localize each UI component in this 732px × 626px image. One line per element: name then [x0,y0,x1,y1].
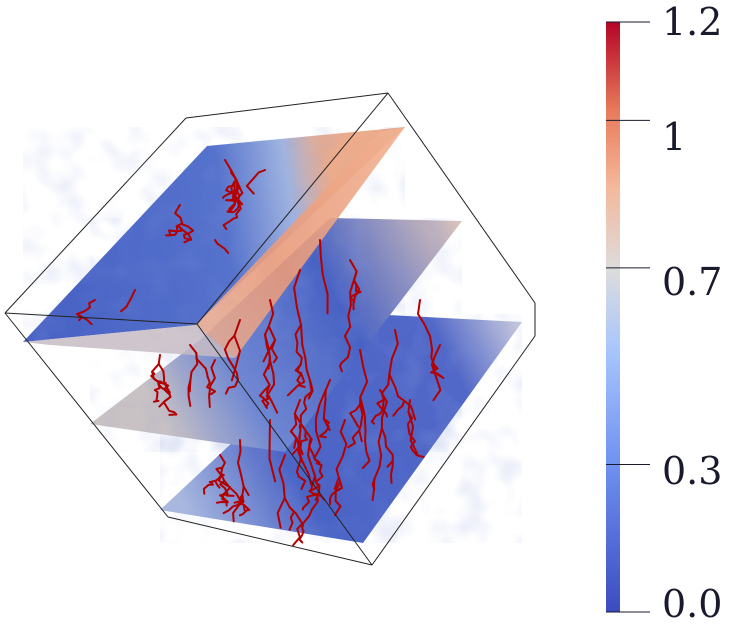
root-segment [230,319,241,382]
root-segment [214,239,230,254]
root-segment [245,169,266,195]
colorbar-tick-label-5: 0.0 [662,582,723,626]
root-segment [293,269,304,346]
root-segment [173,222,184,233]
root-segment [370,408,384,425]
colorbar [606,21,650,613]
root-segment [208,473,225,484]
root-segment [276,454,286,529]
root-segment [376,398,389,418]
root-segment [222,207,242,230]
root-segment [294,323,303,372]
root-segment [237,192,244,210]
root-segment [394,387,417,421]
root-segment [361,429,371,469]
root-segment [219,493,228,507]
root-segment [407,399,419,456]
colorbar-tick-label-1: 1.2 [662,0,723,44]
root-segment [289,412,298,449]
root-segment [298,390,313,429]
root-segment [319,239,329,315]
bounding-box-front [4,92,536,566]
root-segment [156,380,171,396]
root-segment [82,299,96,313]
root-segment [180,222,195,241]
colorbar-tick-label-2: 1 [662,115,687,159]
root-segment [151,363,161,390]
root-segment [157,354,170,392]
root-segment [392,399,406,417]
bounding-box-back [4,92,536,314]
root-segment [120,289,136,313]
root-segment [268,419,277,483]
root-segment [223,334,236,369]
root-segment [390,460,394,484]
colorbar-ticks [606,21,650,613]
root-segment [292,522,304,547]
root-segment [430,348,442,378]
root-segment [322,388,331,432]
root-segment [152,387,161,403]
root-segment [206,376,216,396]
root-segment [262,299,275,376]
root-segment [224,366,239,395]
root-segment [388,329,399,389]
root-segment [229,486,246,511]
root-segment [226,195,240,214]
root-segment [295,470,307,491]
root-segment [267,360,276,394]
root-segment [298,528,305,544]
root-segment [76,310,85,322]
horizontal-slice-top [23,127,405,358]
root-segment [224,159,244,195]
root-segment [174,204,184,225]
root-segment [301,491,319,529]
root-segment [343,325,352,359]
root-segment [299,430,309,456]
root-segment [380,427,394,468]
root-segment [188,344,199,393]
root-segment [262,373,279,414]
root-segment [358,396,364,443]
root-segment [293,399,303,463]
root-segment [208,359,216,408]
root-segment [333,476,342,517]
root-segment [308,481,326,501]
root-segment [286,369,303,397]
root-network [76,159,445,547]
root-segment [238,503,251,517]
root-segment [349,403,362,428]
root-segment [158,389,172,408]
root-segment [296,363,306,388]
root-segment [377,389,388,457]
root-segment [417,299,434,351]
colorbar-gradient [606,22,620,612]
horizontal-slice-middle [90,218,462,452]
colorbar-tick-label-4: 0.3 [662,449,723,493]
root-segment [347,429,361,449]
root-segment [258,384,271,408]
root-segment [339,356,349,373]
root-segment [219,454,231,496]
root-segment [347,259,358,328]
colorbar-tick-label-3: 0.7 [662,260,723,304]
root-segment [313,379,331,460]
root-segment [359,349,369,432]
root-segment [372,454,383,492]
root-segment [430,344,442,402]
root-segment [262,325,277,363]
root-segment [333,419,348,491]
root-segment [237,439,250,496]
root-segment [301,344,313,393]
root-segment [165,229,176,237]
